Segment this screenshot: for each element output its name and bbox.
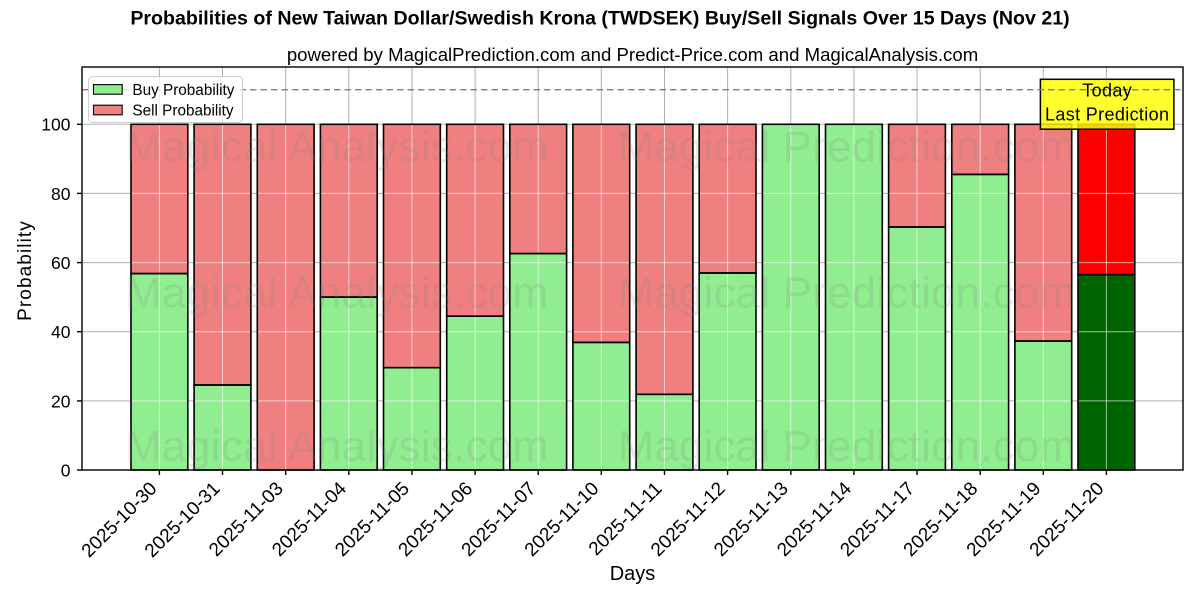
svg-text:100: 100 [41,115,70,135]
svg-text:20: 20 [51,391,71,411]
svg-text:Days: Days [610,563,656,585]
svg-text:0: 0 [61,460,71,480]
svg-text:Probabilities of New Taiwan Do: Probabilities of New Taiwan Dollar/Swedi… [130,8,1069,30]
svg-text:Magical Analysis.com: Magical Analysis.com [125,423,549,471]
svg-text:Probability: Probability [15,220,36,321]
svg-text:60: 60 [51,253,71,273]
svg-text:Sell Probability: Sell Probability [132,102,234,119]
svg-text:Last Prediction: Last Prediction [1045,104,1169,124]
svg-text:Magical Prediction.com: Magical Prediction.com [618,270,1076,318]
svg-text:Magical Analysis.com: Magical Analysis.com [125,270,549,318]
svg-text:Magical Prediction.com: Magical Prediction.com [618,124,1076,172]
svg-text:powered by MagicalPrediction.c: powered by MagicalPrediction.com and Pre… [287,44,978,65]
svg-text:Today: Today [1082,81,1132,101]
svg-text:40: 40 [51,322,71,342]
svg-text:Buy Probability: Buy Probability [132,82,234,99]
svg-text:Magical Prediction.com: Magical Prediction.com [618,423,1076,471]
svg-text:80: 80 [51,184,71,204]
svg-text:Magical Analysis.com: Magical Analysis.com [125,124,549,172]
